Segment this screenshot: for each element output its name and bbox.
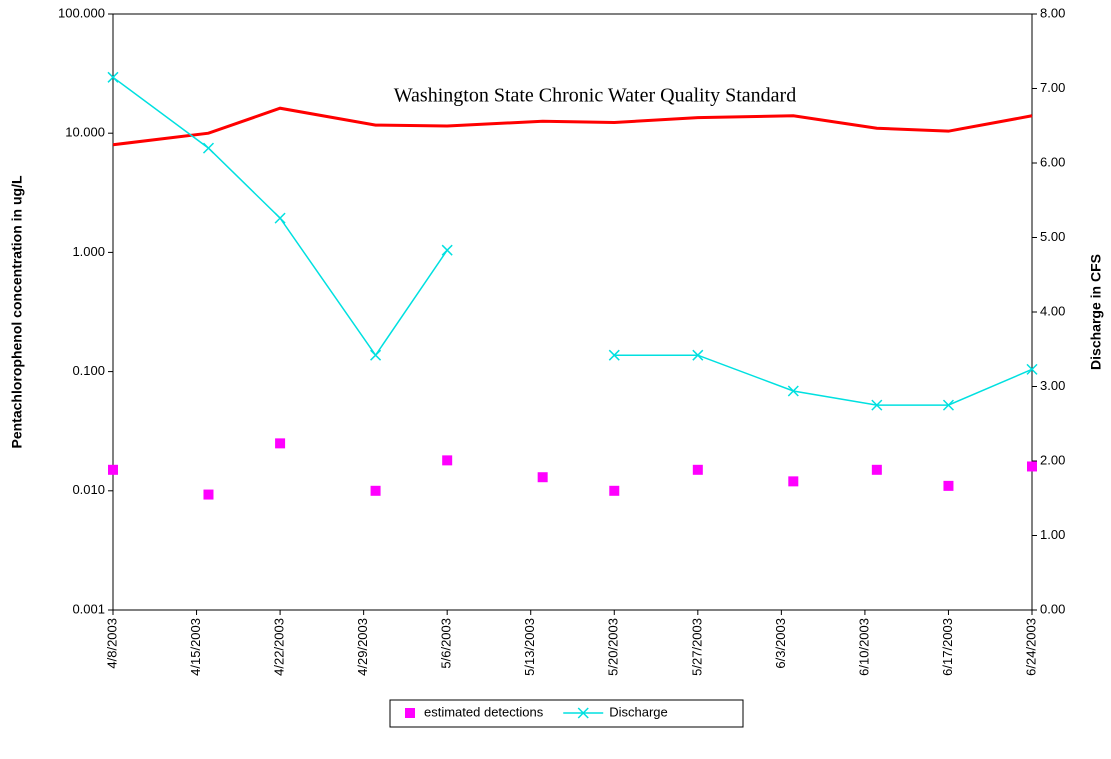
y-tick-label: 10.000 [65,125,105,140]
x-tick-label: 6/3/2003 [773,618,788,669]
y-tick-label: 0.001 [72,601,105,616]
y2-tick-label: 8.00 [1040,5,1065,20]
point [275,438,286,449]
y-tick-label: 100.000 [58,5,105,20]
point [692,349,704,361]
point [608,349,620,361]
y2-tick-label: 7.00 [1040,80,1065,95]
y2-tick-label: 2.00 [1040,452,1065,467]
annotation: Washington State Chronic Water Quality S… [394,85,796,107]
point [202,142,215,154]
point [609,485,620,496]
x-tick-label: 5/13/2003 [522,618,537,676]
x-tick-label: 4/29/2003 [355,618,370,676]
point [537,472,548,483]
y-tick-label: 0.100 [72,363,105,378]
y2-tick-label: 5.00 [1040,229,1065,244]
y2-tick-label: 0.00 [1040,601,1065,616]
x-tick-label: 4/15/2003 [188,618,203,676]
x-tick-label: 6/24/2003 [1023,618,1038,676]
y-tick-label: 1.000 [72,244,105,259]
point [441,244,453,256]
y2-tick-label: 1.00 [1040,527,1065,542]
point [787,385,799,397]
x-tick-label: 5/27/2003 [689,618,704,676]
point [108,464,118,475]
point [871,464,882,475]
point [943,480,954,491]
x-tick-label: 4/8/2003 [104,618,119,669]
legend-label: estimated detections [424,704,544,719]
point [107,71,119,83]
x-tick-label: 6/10/2003 [856,618,871,676]
y2-tick-label: 6.00 [1040,154,1065,169]
point [442,455,453,466]
y2-tick-label: 4.00 [1040,303,1065,318]
point [370,485,381,496]
point [370,349,382,361]
point [1026,363,1038,375]
y-tick-label: 0.010 [72,482,105,497]
point [942,399,954,411]
x-tick-label: 6/17/2003 [940,618,955,676]
x-tick-label: 5/20/2003 [606,618,621,676]
series-line [112,76,1033,406]
legend-box [389,699,744,728]
x-tick-label: 5/6/2003 [439,618,454,669]
point [788,476,799,487]
point [692,464,703,475]
series-line [112,106,1033,147]
legend-label: Discharge [609,704,668,719]
x-tick-label: 4/22/2003 [272,618,287,676]
point [203,489,214,500]
legend-marker [405,708,415,718]
y2-axis-title: Discharge in CFS [1088,254,1104,370]
point [871,399,883,411]
y2-tick-label: 3.00 [1040,378,1065,393]
y-axis-title: Pentachlorophenol concentration in ug/L [9,175,25,448]
point [1027,461,1037,472]
legend-marker [577,707,589,719]
point [274,212,286,224]
